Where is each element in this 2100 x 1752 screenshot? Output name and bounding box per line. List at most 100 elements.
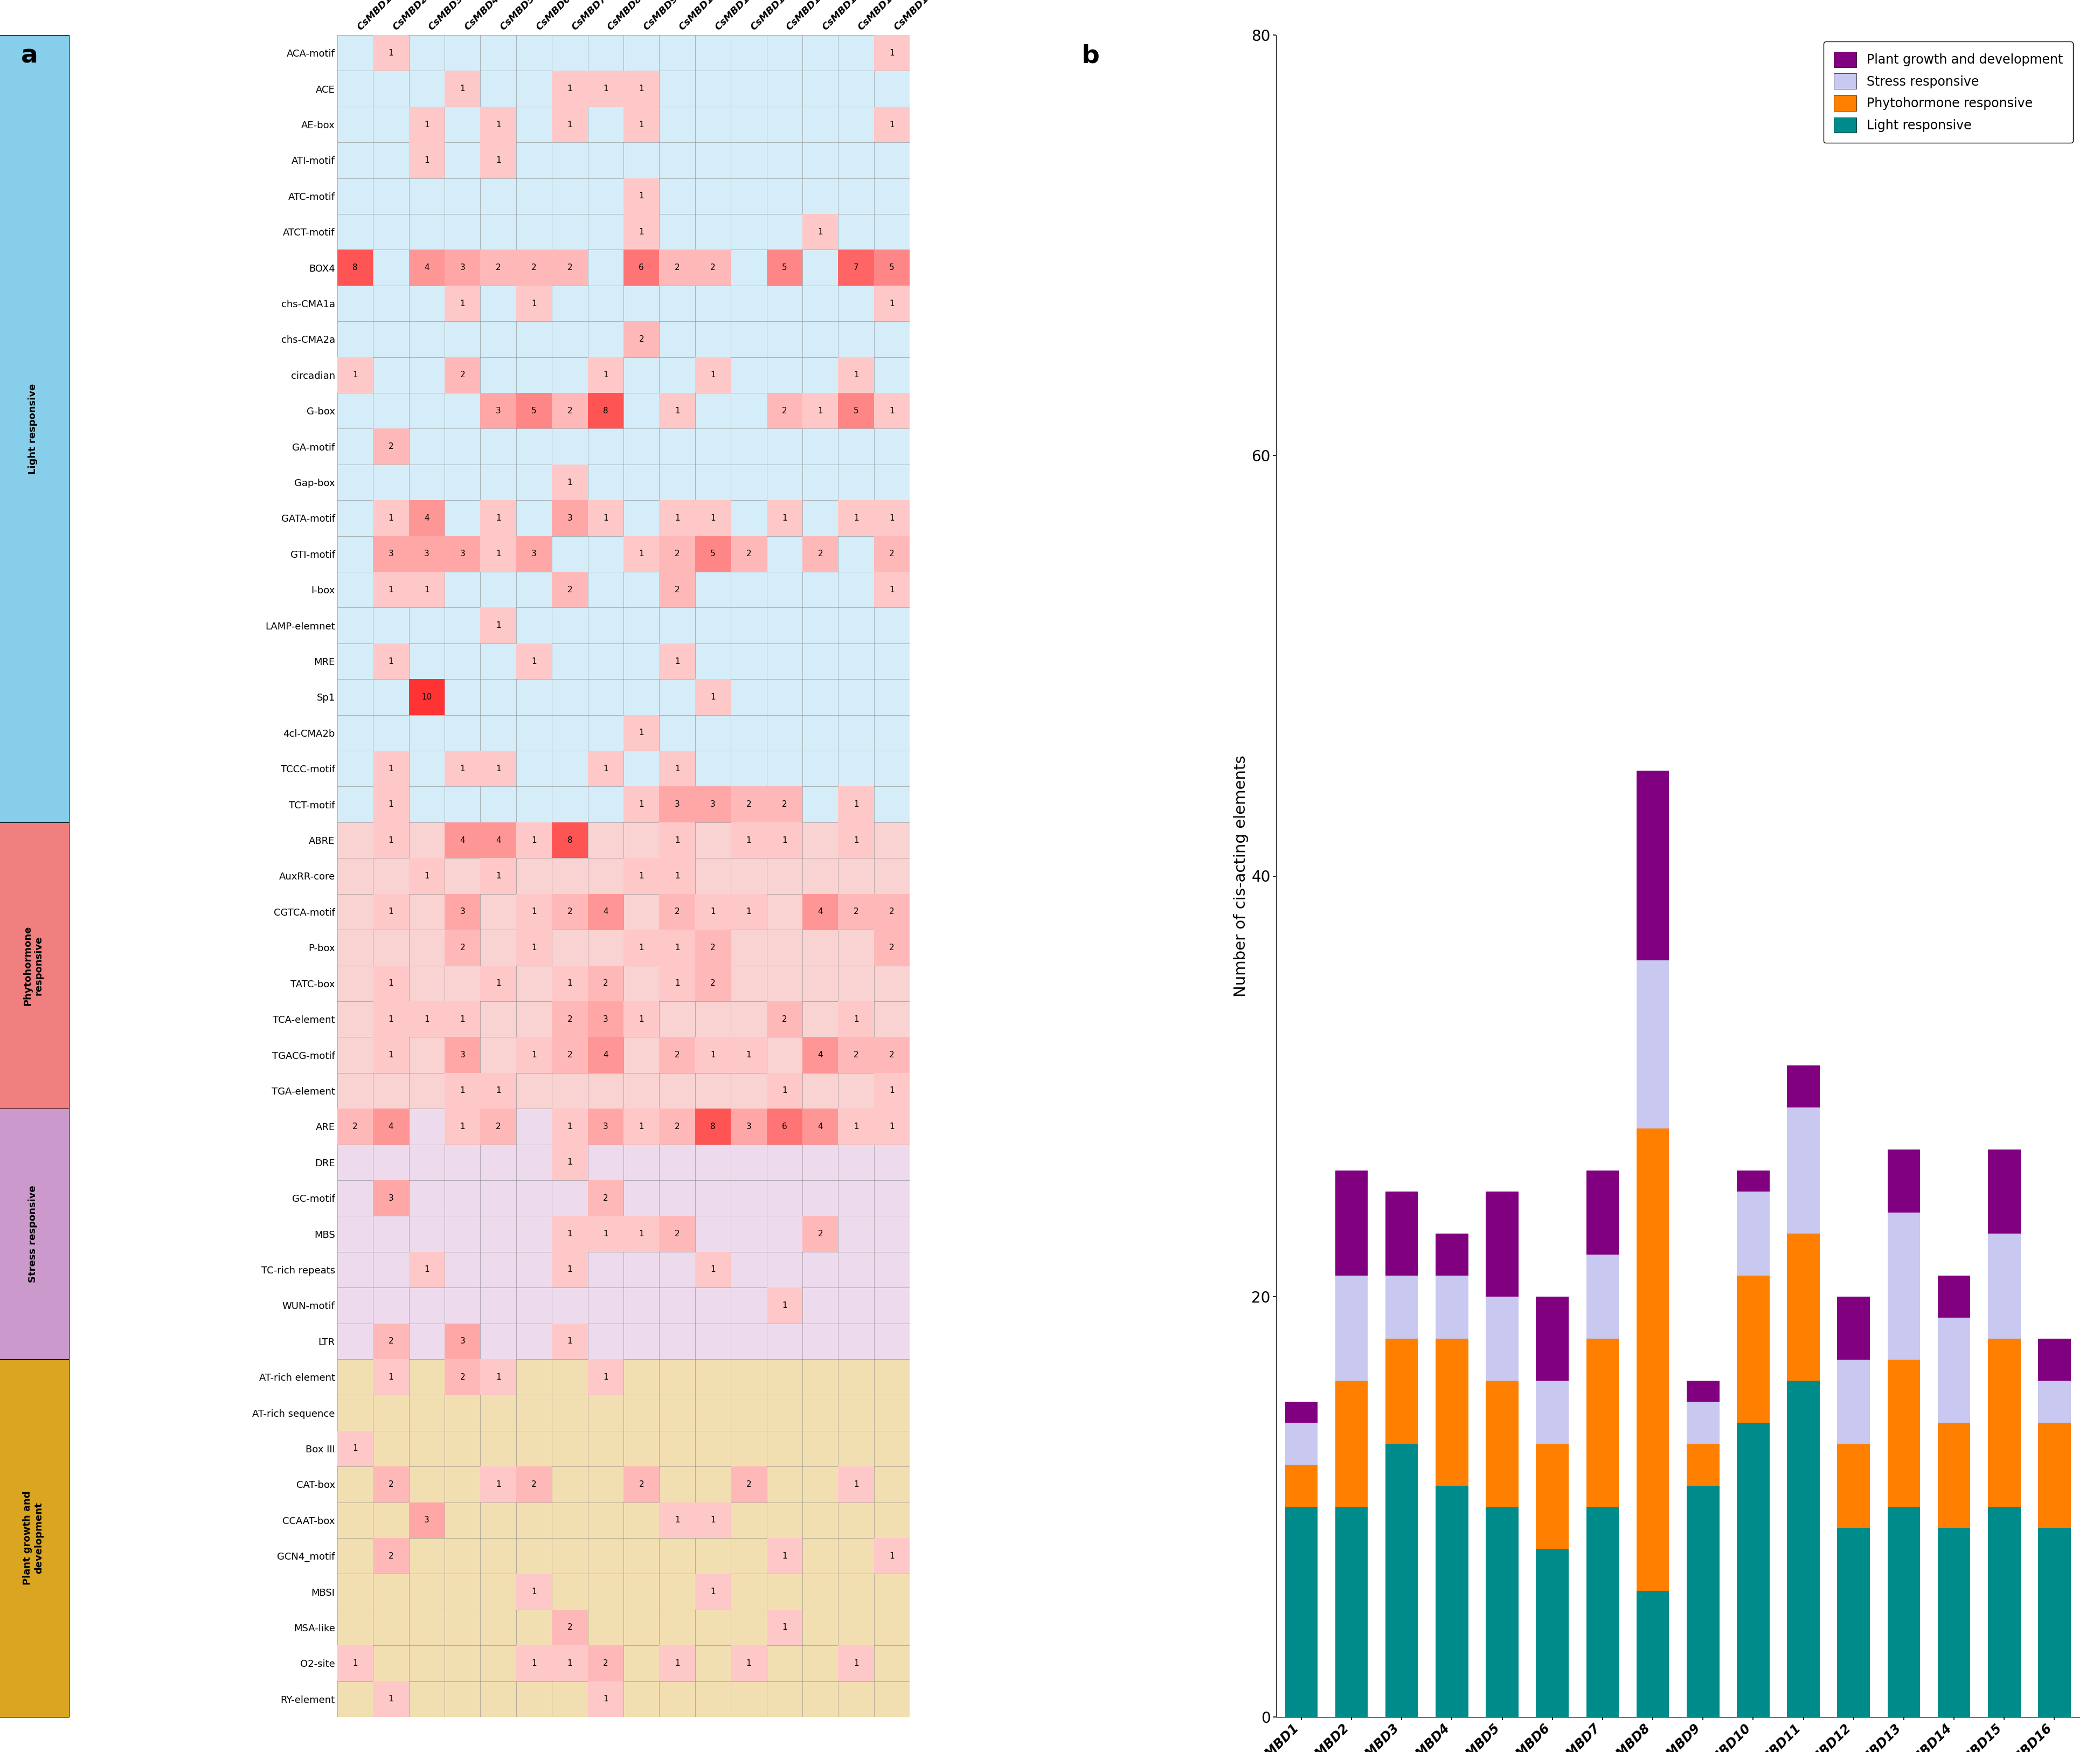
Text: 1: 1 <box>603 513 609 522</box>
Bar <box>338 822 909 1109</box>
Bar <box>802 1216 838 1251</box>
Bar <box>766 787 802 822</box>
Bar <box>410 142 445 179</box>
Text: 4: 4 <box>817 1051 823 1058</box>
Bar <box>1535 1444 1569 1549</box>
Bar <box>1936 1275 1970 1318</box>
Text: 1: 1 <box>460 1086 464 1095</box>
Bar <box>838 1037 874 1072</box>
Text: 2: 2 <box>853 1051 859 1058</box>
Text: 2: 2 <box>674 263 680 272</box>
Bar <box>588 392 624 429</box>
Bar <box>338 251 374 286</box>
Bar <box>695 501 731 536</box>
Bar <box>552 1000 588 1037</box>
Text: 1: 1 <box>567 1659 573 1668</box>
Bar <box>374 1682 410 1717</box>
Text: 1: 1 <box>567 979 573 988</box>
Bar <box>1285 1423 1317 1465</box>
Bar <box>802 214 838 251</box>
Text: 3: 3 <box>388 550 393 557</box>
Text: 2: 2 <box>388 1552 393 1559</box>
Bar <box>552 1610 588 1645</box>
Bar <box>766 251 802 286</box>
Text: 1: 1 <box>853 1123 859 1130</box>
Text: 3: 3 <box>746 1123 752 1130</box>
Text: 2: 2 <box>674 1230 680 1239</box>
Bar <box>517 251 552 286</box>
Bar <box>552 70 588 107</box>
Bar <box>410 1000 445 1037</box>
Text: 1: 1 <box>674 836 680 844</box>
Bar <box>374 1538 410 1573</box>
Bar <box>695 965 731 1000</box>
Bar <box>695 1501 731 1538</box>
Bar <box>659 643 695 680</box>
Bar <box>552 107 588 142</box>
Text: 3: 3 <box>674 801 680 808</box>
Text: 2: 2 <box>496 263 500 272</box>
Text: 1: 1 <box>460 1123 464 1130</box>
Text: 1: 1 <box>388 657 393 666</box>
Bar <box>1535 1296 1569 1381</box>
Bar <box>1686 1402 1720 1444</box>
Bar <box>1888 1507 1919 1717</box>
Bar <box>659 965 695 1000</box>
Bar <box>445 251 481 286</box>
Text: 1: 1 <box>424 872 428 880</box>
Text: 1: 1 <box>496 1086 500 1095</box>
Bar <box>1336 1170 1367 1275</box>
Bar <box>766 1109 802 1144</box>
Text: 2: 2 <box>567 1014 573 1023</box>
Bar <box>481 965 517 1000</box>
Text: 8: 8 <box>567 836 573 844</box>
Text: 2: 2 <box>674 1051 680 1058</box>
Text: 1: 1 <box>853 1014 859 1023</box>
Bar <box>624 214 659 251</box>
Text: 1: 1 <box>853 1659 859 1668</box>
Bar <box>1285 1507 1317 1717</box>
Text: 1: 1 <box>746 1659 752 1668</box>
Bar <box>838 1109 874 1144</box>
Bar <box>731 822 766 858</box>
Bar <box>445 286 481 321</box>
Bar <box>1787 1381 1819 1717</box>
Text: 1: 1 <box>817 228 823 237</box>
Bar <box>624 536 659 571</box>
Bar <box>338 1645 374 1682</box>
Bar <box>481 1109 517 1144</box>
Text: 5: 5 <box>781 263 788 272</box>
Bar <box>624 1000 659 1037</box>
Bar <box>410 1501 445 1538</box>
Text: 1: 1 <box>638 801 645 808</box>
Text: 1: 1 <box>567 478 573 487</box>
Text: 1: 1 <box>424 121 428 128</box>
Bar <box>374 1037 410 1072</box>
Bar <box>695 1251 731 1288</box>
Bar <box>1737 1191 1768 1275</box>
Bar <box>838 822 874 858</box>
Bar <box>338 1360 909 1717</box>
Text: 1: 1 <box>853 513 859 522</box>
Text: 1: 1 <box>388 801 393 808</box>
Text: 4: 4 <box>388 1123 393 1130</box>
Bar <box>445 70 481 107</box>
Text: 7: 7 <box>853 263 859 272</box>
Text: 3: 3 <box>603 1014 609 1023</box>
Bar <box>1386 1191 1418 1275</box>
Bar <box>588 1037 624 1072</box>
Bar <box>695 1573 731 1610</box>
Text: 1: 1 <box>781 1086 788 1095</box>
Bar <box>1535 1381 1569 1444</box>
Bar <box>374 571 410 608</box>
Bar <box>445 752 481 787</box>
Text: 2: 2 <box>674 585 680 594</box>
Bar <box>659 930 695 965</box>
Text: a: a <box>21 44 38 68</box>
Bar <box>481 858 517 894</box>
Bar <box>802 1109 838 1144</box>
Text: 1: 1 <box>888 585 895 594</box>
Bar <box>838 251 874 286</box>
Bar <box>695 251 731 286</box>
Bar <box>624 715 659 752</box>
